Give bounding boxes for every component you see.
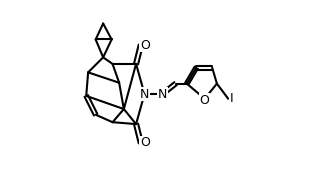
Text: N: N — [140, 87, 149, 101]
Text: O: O — [140, 39, 150, 52]
Text: O: O — [140, 136, 150, 149]
Text: O: O — [200, 94, 210, 107]
Text: I: I — [230, 92, 233, 105]
Text: N: N — [158, 87, 167, 101]
